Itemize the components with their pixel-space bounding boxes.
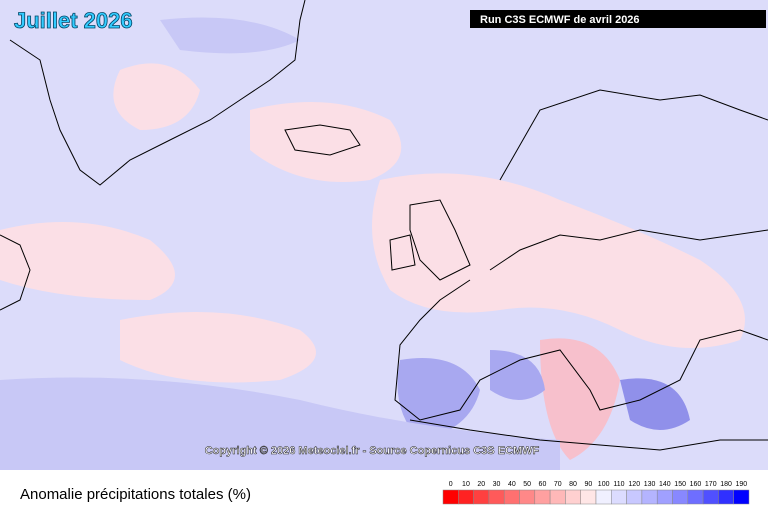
scale-tick-label: 20 (477, 481, 485, 488)
color-swatch (473, 489, 490, 505)
scale-tick-label: 180 (720, 481, 732, 488)
color-swatch (687, 489, 704, 505)
map-title: Juillet 2026 (14, 8, 133, 33)
scale-tick-label: 130 (644, 481, 656, 488)
scale-tick-label: 100 (598, 481, 610, 488)
scale-tick-label: 110 (613, 481, 624, 488)
color-swatch (458, 489, 474, 505)
legend-title: Anomalie précipitations totales (%) (20, 486, 251, 503)
run-banner (470, 10, 766, 28)
color-swatch (442, 489, 459, 505)
scale-tick-label: 170 (705, 481, 717, 488)
color-swatch (519, 489, 536, 505)
scale-tick-label: 90 (584, 481, 592, 488)
color-swatch (488, 489, 505, 505)
scale-tick-label: 80 (569, 481, 577, 488)
scale-tick-label: 50 (523, 481, 531, 488)
scale-tick-label: 150 (674, 481, 686, 488)
color-swatch (611, 489, 627, 505)
scale-tick-label: 10 (462, 481, 470, 488)
scale-tick-label: 120 (628, 481, 640, 488)
color-swatch (595, 489, 612, 505)
color-swatch (580, 489, 597, 505)
scale-tick-label: 30 (493, 481, 501, 488)
scale-tick-label: 160 (690, 481, 702, 488)
color-swatch (641, 489, 658, 505)
scale-tick-label: 40 (508, 481, 516, 488)
color-swatch (656, 489, 673, 505)
scale-tick-label: 190 (736, 481, 748, 488)
color-swatch (534, 489, 551, 505)
color-swatch (718, 489, 734, 505)
color-swatch (565, 489, 581, 505)
color-swatch (702, 489, 719, 505)
scale-tick-label: 140 (659, 481, 671, 488)
color-swatch (626, 489, 643, 505)
color-swatch (672, 489, 689, 505)
color-swatch (549, 489, 566, 505)
run-label: Run C3S ECMWF de avril 2026 (480, 14, 640, 26)
color-swatch (503, 489, 520, 505)
scale-tick-label: 70 (554, 481, 562, 488)
color-swatch (733, 489, 750, 505)
map (0, 0, 768, 470)
copyright: Copyright © 2026 Meteociel.fr - Source C… (205, 445, 540, 457)
color-scale: 0 10 20 30 40 50 60 70 80 90 100 110 120 130 140 150 160… (442, 481, 750, 505)
scale-tick-label: 60 (539, 481, 547, 488)
scale-tick-label: 0 (449, 481, 453, 488)
